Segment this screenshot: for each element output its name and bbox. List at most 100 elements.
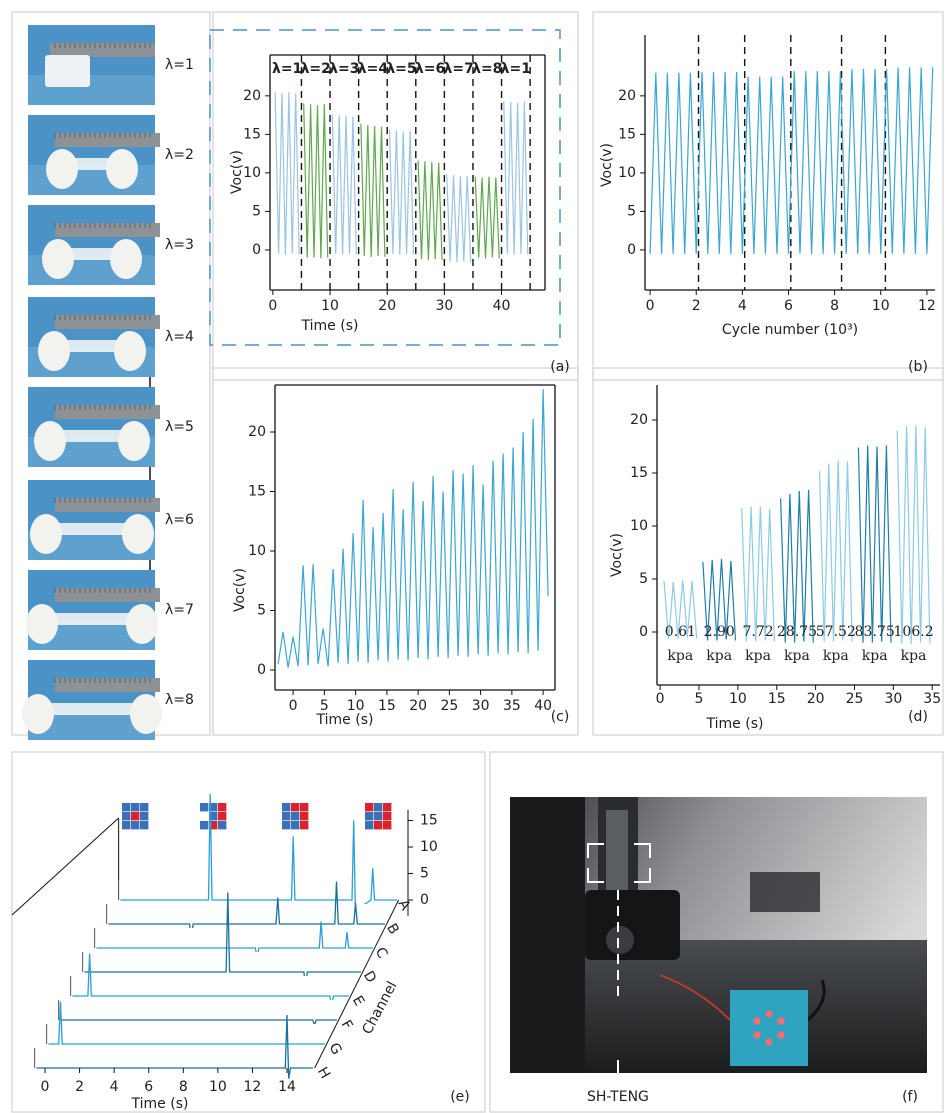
pressure-unit: kpa xyxy=(706,648,732,664)
y-tick-label: 15 xyxy=(248,484,266,500)
press-map-cell xyxy=(383,803,391,811)
x-tick-label: 0 xyxy=(289,698,298,714)
glove xyxy=(42,239,74,279)
x-tick-label: 10 xyxy=(872,298,890,314)
sample-strip xyxy=(56,430,128,442)
panel-label: (e) xyxy=(450,1089,470,1105)
panel-label: (a) xyxy=(550,359,570,375)
x-tick-label: 8 xyxy=(179,1079,188,1095)
y-tick-label: 5 xyxy=(257,603,266,619)
glove xyxy=(106,149,138,189)
photo-label: λ=6 xyxy=(165,512,194,528)
photo-label: λ=3 xyxy=(165,237,194,253)
y-tick-label: 5 xyxy=(639,571,648,587)
glove xyxy=(122,514,154,554)
panel-label: (f) xyxy=(902,1089,918,1105)
segment-label: λ=1 xyxy=(272,61,302,77)
glove xyxy=(126,604,158,644)
press-map-cell xyxy=(365,821,373,829)
y-tick-label: 15 xyxy=(243,126,261,142)
y-tick-label: 5 xyxy=(627,203,636,219)
press-map-cell xyxy=(140,812,148,820)
channel-plane xyxy=(59,1000,339,1020)
glove xyxy=(114,331,146,371)
press-map-cell xyxy=(131,821,139,829)
x-tick-label: 10 xyxy=(209,1079,227,1095)
photo-caption: SH-TENG xyxy=(587,1089,649,1105)
y-tick-label: 0 xyxy=(252,242,261,258)
press-map-cell xyxy=(200,821,208,829)
press-map-cell xyxy=(383,821,391,829)
x-tick-label: 0 xyxy=(646,298,655,314)
photo-label: λ=5 xyxy=(165,419,194,435)
pressure-unit: kpa xyxy=(784,648,810,664)
x-tick-label: 30 xyxy=(472,698,490,714)
ruler xyxy=(55,498,160,512)
press-map-cell xyxy=(200,803,208,811)
press-map-cell xyxy=(282,812,290,820)
press-map-cell xyxy=(383,812,391,820)
segment-label: λ=4 xyxy=(358,61,389,77)
pressure-unit: kpa xyxy=(823,648,849,664)
x-tick-label: 20 xyxy=(409,698,427,714)
x-tick-label: 0 xyxy=(41,1079,50,1095)
glove xyxy=(118,421,150,461)
x-tick-label: 12 xyxy=(918,298,936,314)
press-map-cell xyxy=(374,803,382,811)
z-tick-label: 0 xyxy=(420,892,429,908)
x-tick-label: 35 xyxy=(503,698,521,714)
y-tick-label: 20 xyxy=(630,412,648,428)
x-tick-label: 10 xyxy=(729,691,747,707)
y-axis-label: Voc(v) xyxy=(232,568,248,612)
photo-label: λ=8 xyxy=(165,692,194,708)
press-map-cell xyxy=(291,821,299,829)
y-tick-label: 10 xyxy=(248,543,266,559)
segment-label: λ=1 xyxy=(501,61,531,77)
sample-strip xyxy=(48,613,136,625)
y-tick-label: 20 xyxy=(243,88,261,104)
x-tick-label: 40 xyxy=(534,698,552,714)
photo-f xyxy=(510,797,927,1080)
press-map-cell xyxy=(282,821,290,829)
y-axis-label: Voc(v) xyxy=(609,533,625,577)
x-tick-label: 0 xyxy=(656,691,665,707)
glove xyxy=(38,331,70,371)
segment-label: λ=3 xyxy=(329,61,359,77)
pressure-unit: kpa xyxy=(901,648,927,664)
channel-plane xyxy=(83,952,363,972)
sample-strip xyxy=(44,703,140,715)
x-tick-label: 6 xyxy=(784,298,793,314)
x-axis-label: Time (s) xyxy=(706,716,764,732)
segment-label: λ=7 xyxy=(443,61,473,77)
y-tick-label: 15 xyxy=(630,465,648,481)
press-map-cell xyxy=(365,803,373,811)
channel-plane xyxy=(119,880,399,900)
y-tick-label: 0 xyxy=(257,662,266,678)
photo-label: λ=2 xyxy=(165,147,194,163)
y-tick-label: 10 xyxy=(243,165,261,181)
press-map-cell xyxy=(374,821,382,829)
x-tick-label: 25 xyxy=(440,698,458,714)
press-map-cell xyxy=(218,803,226,811)
ruler xyxy=(55,223,160,237)
channel-plane xyxy=(47,1024,327,1044)
segment-label: λ=5 xyxy=(386,61,416,77)
x-axis-label: Time (s) xyxy=(131,1096,189,1112)
pressure-unit: kpa xyxy=(667,648,693,664)
y-axis-label: Voc(v) xyxy=(599,143,615,187)
y-tick-label: 0 xyxy=(627,242,636,258)
photo-label: λ=7 xyxy=(165,602,194,618)
x-tick-label: 2 xyxy=(692,298,701,314)
press-map-cell xyxy=(365,812,373,820)
glove xyxy=(26,604,58,644)
figure: λ=1λ=2λ=3λ=4λ=5λ=6λ=7λ=8(a)(b)(c)(d)(e)(… xyxy=(0,0,945,1113)
press-map-cell xyxy=(300,803,308,811)
y-tick-label: 15 xyxy=(618,126,636,142)
photo-label: λ=1 xyxy=(165,57,194,73)
ruler xyxy=(55,133,160,147)
y-tick-label: 10 xyxy=(618,165,636,181)
glove xyxy=(34,421,66,461)
x-tick-label: 40 xyxy=(493,298,511,314)
y-tick-label: 0 xyxy=(639,624,648,640)
glove xyxy=(110,239,142,279)
